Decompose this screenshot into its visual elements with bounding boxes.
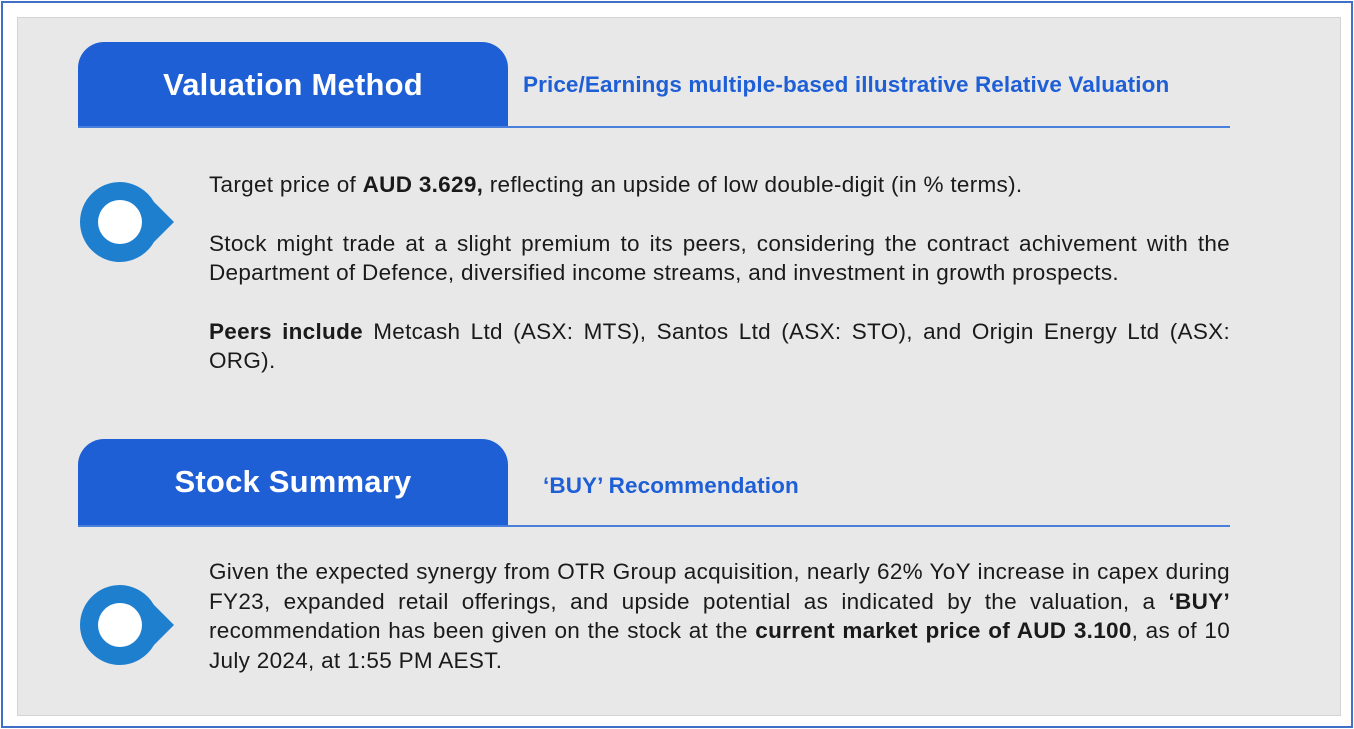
valuation-method-label: Valuation Method <box>163 67 423 102</box>
recommendation-subtitle: ‘BUY’ Recommendation <box>543 473 799 498</box>
buy-label: ‘BUY’ <box>1168 588 1230 614</box>
map-pin-bullet-icon <box>78 583 178 667</box>
summary-divider <box>78 525 1230 527</box>
summary-text: Given the expected synergy from OTR Grou… <box>209 557 1230 675</box>
premium-paragraph: Stock might trade at a slight premium to… <box>209 230 1230 286</box>
recommendation-paragraph: Given the expected synergy from OTR Grou… <box>209 559 1231 673</box>
content-panel: Valuation Method Price/Earnings multiple… <box>17 17 1341 716</box>
stock-summary-label: Stock Summary <box>174 464 412 499</box>
current-price-label: current market price of AUD 3.100 <box>755 618 1132 643</box>
map-pin-bullet-icon <box>78 180 178 264</box>
peers-label: Peers include <box>209 318 363 344</box>
valuation-subtitle: Price/Earnings multiple-based illustrati… <box>523 72 1170 97</box>
valuation-method-tab: Valuation Method <box>78 42 508 128</box>
stock-summary-tab: Stock Summary <box>78 439 508 525</box>
valuation-text: Target price of AUD 3.629, reflecting an… <box>209 170 1230 376</box>
target-price-value: AUD 3.629, <box>362 172 484 197</box>
peers-paragraph: Peers include Metcash Ltd (ASX: MTS), Sa… <box>209 318 1230 374</box>
target-price-paragraph: Target price of AUD 3.629, reflecting an… <box>209 172 1023 197</box>
valuation-divider <box>78 126 1230 128</box>
